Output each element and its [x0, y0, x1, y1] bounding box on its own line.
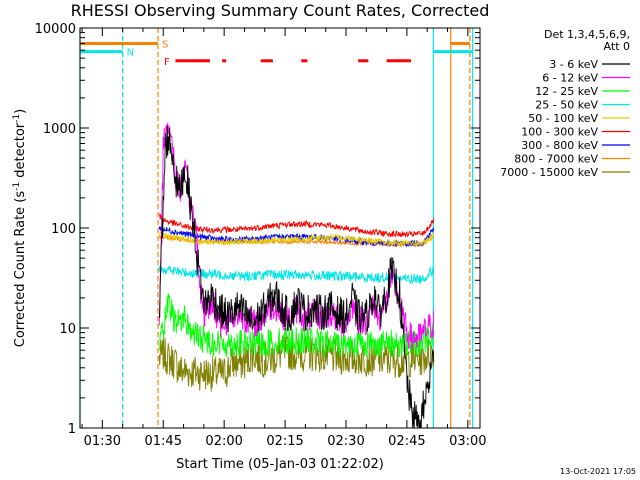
x-tick-label-4: 02:30 [327, 434, 364, 449]
legend-label-4: 50 - 100 keV [528, 112, 598, 125]
legend-label-7: 800 - 7000 keV [514, 153, 598, 166]
y-tick-label-2: 100 [51, 222, 76, 237]
flag-label-S: S [162, 39, 168, 50]
x-tick-label-3: 02:15 [266, 434, 303, 449]
vertical-markers [79, 28, 474, 428]
legend-label-3: 25 - 50 keV [535, 99, 598, 112]
x-tick-label-0: 01:30 [84, 434, 121, 449]
legend-label-1: 6 - 12 keV [542, 72, 598, 85]
legend-header-line2: Att 0 [604, 40, 630, 53]
x-tick-label-2: 02:00 [205, 434, 242, 449]
series-line-7 [158, 232, 434, 248]
y-axis-label-part1: Corrected Count Rate (s [13, 191, 28, 348]
series-line-5 [158, 213, 435, 238]
series-line-2 [158, 293, 435, 358]
y-tick-label-0: 1 [68, 422, 76, 437]
series-line-6 [158, 225, 435, 248]
y-axis-label: Corrected Count Rate (s-1 detector-1) [12, 109, 28, 347]
y-axis-label-part3: ) [13, 109, 28, 114]
y-axis-label-sup2: -1 [12, 114, 22, 123]
axis-ticks: 01:30 01:45 02:00 02:15 02:30 02:45 03:00 1 10 10… [35, 22, 487, 449]
y-tick-label-4: 10000 [35, 22, 76, 37]
flag-label-N: N [127, 48, 134, 59]
legend-label-2: 12 - 25 keV [535, 85, 598, 98]
x-tick-label-5: 02:45 [388, 434, 425, 449]
chart-title: RHESSI Observing Summary Count Rates, Co… [71, 1, 490, 20]
legend-header-line1: Det 1,3,4,5,6,9, [544, 28, 630, 41]
flag-label-F: F [164, 57, 170, 68]
legend-label-5: 100 - 300 keV [521, 126, 598, 139]
legend-label-8: 7000 - 15000 keV [500, 166, 598, 179]
y-axis-label-sup1: -1 [12, 182, 22, 191]
legend-label-0: 3 - 6 keV [549, 58, 598, 71]
series-line-3 [158, 265, 435, 285]
footer-date: 13-Oct-2021 17:05 [560, 467, 636, 476]
x-tick-label-6: 03:00 [449, 434, 486, 449]
legend-label-6: 300 - 800 keV [521, 139, 598, 152]
y-tick-label-1: 10 [59, 322, 76, 337]
flag-bars: S N F [80, 39, 473, 68]
y-tick-label-3: 1000 [43, 122, 76, 137]
data-series [158, 122, 435, 429]
y-axis-label-part2: detector [13, 122, 28, 182]
series-line-4 [158, 231, 435, 248]
series-line-8 [158, 333, 435, 392]
x-tick-label-1: 01:45 [145, 434, 182, 449]
x-axis-label: Start Time (05-Jan-03 01:22:02) [176, 457, 384, 472]
series-line-0 [158, 125, 435, 429]
